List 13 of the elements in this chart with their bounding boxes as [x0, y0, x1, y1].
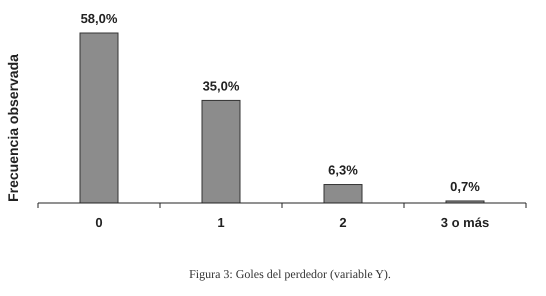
bar [202, 100, 240, 204]
data-label: 35,0% [202, 78, 240, 94]
text: Figura 3: Goles del perdedor (variable Y). [189, 267, 391, 281]
data-label: 0,7% [450, 178, 480, 194]
x-tick-label: 1 [217, 215, 225, 230]
bar [324, 184, 362, 204]
bar [80, 32, 118, 204]
x-tick-label: 3 o más [440, 215, 490, 230]
data-label: 58,0% [80, 11, 118, 26]
x-tick-label: 2 [339, 215, 347, 230]
data-label: 6,3% [328, 162, 358, 178]
y-axis-title: Frecuencia observada [5, 54, 21, 202]
x-tick-label: 0 [95, 215, 103, 230]
